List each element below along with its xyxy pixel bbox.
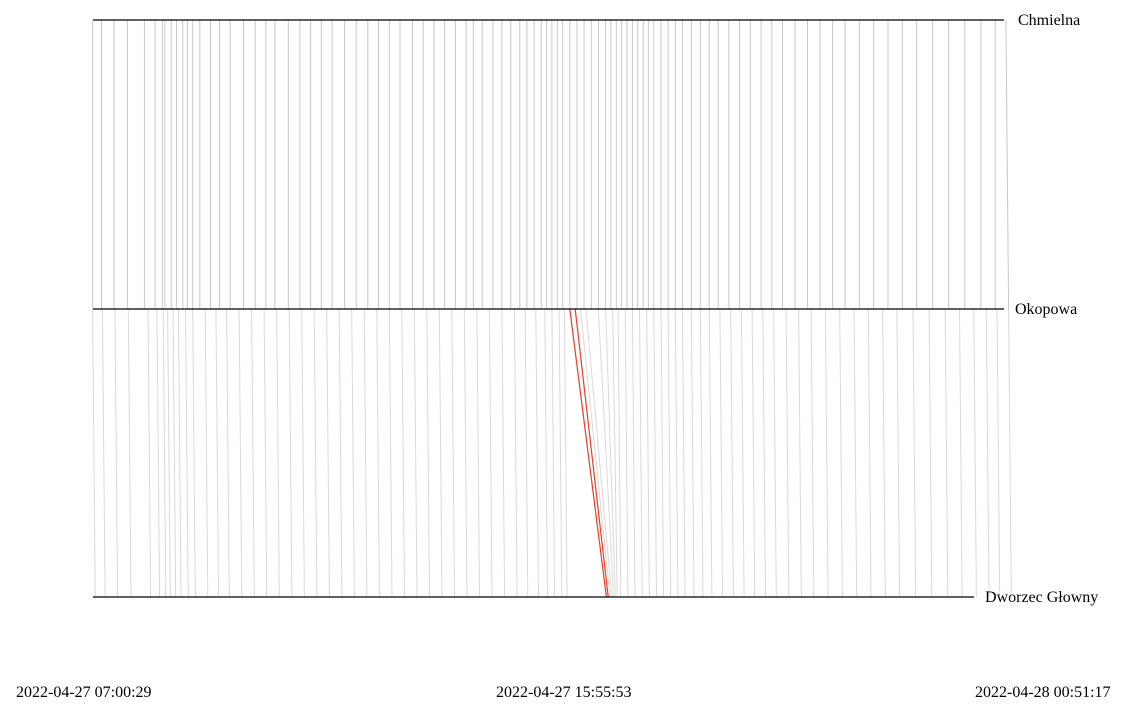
trip-line-okopowa-dworzec <box>681 308 686 598</box>
trip-line-okopowa-dworzec <box>639 308 643 598</box>
trip-line-okopowa-dworzec <box>751 308 756 598</box>
trip-line-okopowa-dworzec <box>928 308 933 598</box>
trip-line-okopowa-dworzec <box>912 308 917 598</box>
trip-line-okopowa-dworzec <box>524 308 529 598</box>
time-label-start: 2022-04-27 07:00:29 <box>16 684 152 701</box>
trip-line-okopowa-dworzec <box>114 308 119 598</box>
trip-line-okopowa-dworzec <box>413 308 418 598</box>
trip-line-okopowa-dworzec <box>896 308 901 598</box>
trip-line-okopowa-dworzec <box>192 308 196 598</box>
time-label-middle: 2022-04-27 15:55:53 <box>496 684 632 701</box>
trip-line-okopowa-dworzec <box>785 308 790 598</box>
trip-line-okopowa-dworzec <box>513 308 518 598</box>
trip-line-okopowa-dworzec <box>944 308 949 598</box>
trip-line-okopowa-dworzec <box>824 308 829 598</box>
trip-line-okopowa-dworzec <box>580 308 611 598</box>
trip-line-okopowa-dworzec <box>605 308 616 598</box>
trip-line-okopowa-dworzec <box>185 308 189 598</box>
trip-line-okopowa-dworzec <box>563 308 568 598</box>
trip-line-okopowa-dworzec <box>101 308 106 598</box>
trip-line-okopowa-dworzec <box>867 308 872 598</box>
stop-label-chmielna: Chmielna <box>1018 12 1080 29</box>
trip-line-okopowa-dworzec <box>985 308 990 598</box>
stop-label-okopowa: Okopowa <box>1015 301 1077 318</box>
trip-line-okopowa-dworzec <box>653 308 657 598</box>
trip-line-okopowa-dworzec <box>326 308 330 598</box>
trip-line-okopowa-dworzec <box>773 308 777 598</box>
time-label-end: 2022-04-28 00:51:17 <box>975 684 1111 701</box>
trip-line-okopowa-dworzec <box>839 308 843 598</box>
trip-line-okopowa-dworzec <box>674 308 679 598</box>
trip-line-okopowa-dworzec <box>147 308 152 598</box>
trip-line-okopowa-dworzec <box>810 308 815 598</box>
trip-line-okopowa-dworzec <box>288 308 293 598</box>
trip-line-okopowa-dworzec <box>177 308 182 598</box>
trip-line-okopowa-dworzec <box>215 308 220 598</box>
trip-line-okopowa-dworzec <box>162 308 167 598</box>
trip-line-okopowa-dworzec <box>667 308 672 598</box>
trip-line-okopowa-dworzec <box>882 308 886 598</box>
trip-line-okopowa-dworzec <box>488 308 493 598</box>
trip-line-okopowa-dworzec <box>438 308 443 598</box>
trip-line-okopowa-dworzec <box>156 308 161 598</box>
trip-line-okopowa-dworzec <box>363 308 368 598</box>
trip-line-okopowa-dworzec <box>301 308 305 598</box>
trip-line-okopowa-dworzec <box>238 308 243 598</box>
trip-line-okopowa-dworzec <box>690 308 695 598</box>
trip-line-okopowa-dworzec <box>740 308 745 598</box>
trip-line-okopowa-dworzec <box>798 308 802 598</box>
trip-line-okopowa-dworzec <box>973 308 977 598</box>
trip-line-okopowa-dworzec <box>251 308 255 598</box>
trip-lines <box>92 19 1012 598</box>
trip-line-okopowa-dworzec <box>92 308 96 598</box>
trip-line-okopowa-dworzec <box>313 308 318 598</box>
trip-line-okopowa-dworzec <box>376 308 380 598</box>
trip-line-okopowa-dworzec <box>276 308 280 598</box>
trip-line-okopowa-dworzec <box>708 308 713 598</box>
trip-line-okopowa-dworzec <box>451 308 455 598</box>
trip-line-okopowa-dworzec <box>535 308 539 598</box>
trip-line-okopowa-dworzec <box>1008 308 1012 598</box>
trip-line-okopowa-dworzec <box>719 308 724 598</box>
trip-line-okopowa-dworzec <box>699 308 704 598</box>
trip-line-okopowa-dworzec <box>167 308 171 598</box>
stop-label-dworzec-glowny: Dworzec Głowny <box>985 589 1098 606</box>
trip-line-okopowa-dworzec <box>612 308 618 598</box>
trip-line-okopowa-dworzec <box>172 308 177 598</box>
trip-line-okopowa-dworzec <box>853 308 858 598</box>
trip-line-okopowa-dworzec <box>426 308 430 598</box>
trip-line-okopowa-dworzec <box>617 308 622 598</box>
trip-line-okopowa-dworzec <box>338 308 343 598</box>
trip-line-okopowa-dworzec <box>996 308 1001 598</box>
trip-line-okopowa-dworzec <box>204 308 209 598</box>
trip-line-okopowa-dworzec <box>597 308 615 598</box>
trip-line-okopowa-dworzec <box>388 308 393 598</box>
trip-line-chmielna-okopowa <box>1005 19 1010 310</box>
highlighted-trip-lines <box>569 308 609 598</box>
trip-line-okopowa-dworzec <box>558 308 563 598</box>
trip-line-okopowa-dworzec <box>351 308 355 598</box>
trip-line-okopowa-dworzec <box>660 308 665 598</box>
trip-line-okopowa-dworzec <box>624 308 629 598</box>
trip-line-okopowa-dworzec <box>226 308 230 598</box>
trip-line-okopowa-dworzec <box>585 308 613 598</box>
trip-line-okopowa-dworzec <box>646 308 650 598</box>
trip-line-okopowa-dworzec <box>730 308 734 598</box>
trip-line-okopowa-dworzec <box>263 308 268 598</box>
trip-line-okopowa-dworzec <box>401 308 405 598</box>
trip-line-okopowa-dworzec <box>959 308 963 598</box>
trip-line-okopowa-dworzec <box>463 308 468 598</box>
trip-line-okopowa-dworzec <box>631 308 636 598</box>
trip-line-okopowa-dworzec <box>501 308 506 598</box>
trip-line-okopowa-dworzec <box>551 308 556 598</box>
trip-line-okopowa-dworzec <box>127 308 132 598</box>
highlighted-trip-line <box>569 308 607 598</box>
trip-line-okopowa-dworzec <box>762 308 766 598</box>
trip-line-okopowa-dworzec <box>476 308 480 598</box>
highlighted-trip-line <box>574 308 609 598</box>
trip-line-okopowa-dworzec <box>544 308 548 598</box>
